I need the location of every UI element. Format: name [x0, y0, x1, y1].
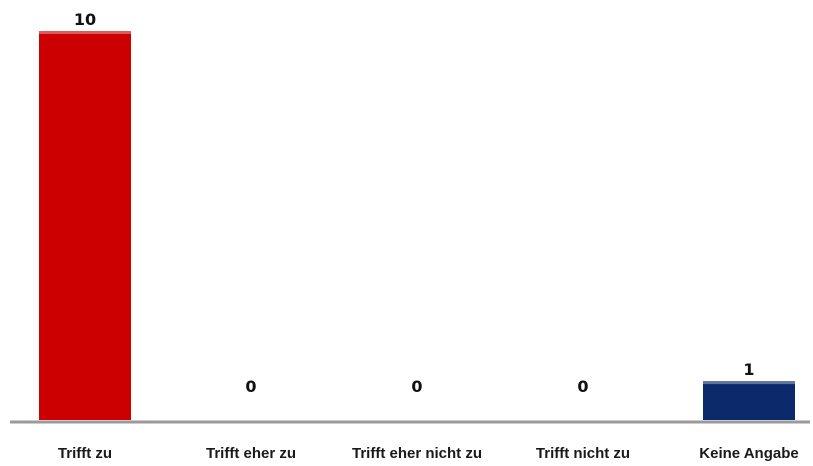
value-label-4: 1 — [743, 360, 754, 379]
value-label-2: 0 — [411, 377, 422, 396]
category-label-0: Trifft zu — [58, 445, 112, 462]
value-label-0: 10 — [74, 10, 96, 29]
bar-highlight-0 — [39, 31, 131, 34]
category-label-3: Trifft nicht zu — [536, 445, 630, 462]
bar-4 — [703, 381, 795, 420]
value-label-3: 0 — [577, 377, 588, 396]
bar-0 — [39, 31, 131, 420]
category-label-2: Trifft eher nicht zu — [352, 445, 482, 462]
bars-group — [39, 31, 795, 420]
category-label-4: Keine Angabe — [699, 445, 798, 462]
category-label-1: Trifft eher zu — [206, 445, 296, 462]
value-label-1: 0 — [245, 377, 256, 396]
bar-highlight-4 — [703, 381, 795, 385]
value-labels-group: 10 0 0 0 1 — [74, 10, 755, 396]
category-labels-group: Trifft zu Trifft eher zu Trifft eher nicht… — [58, 445, 799, 462]
